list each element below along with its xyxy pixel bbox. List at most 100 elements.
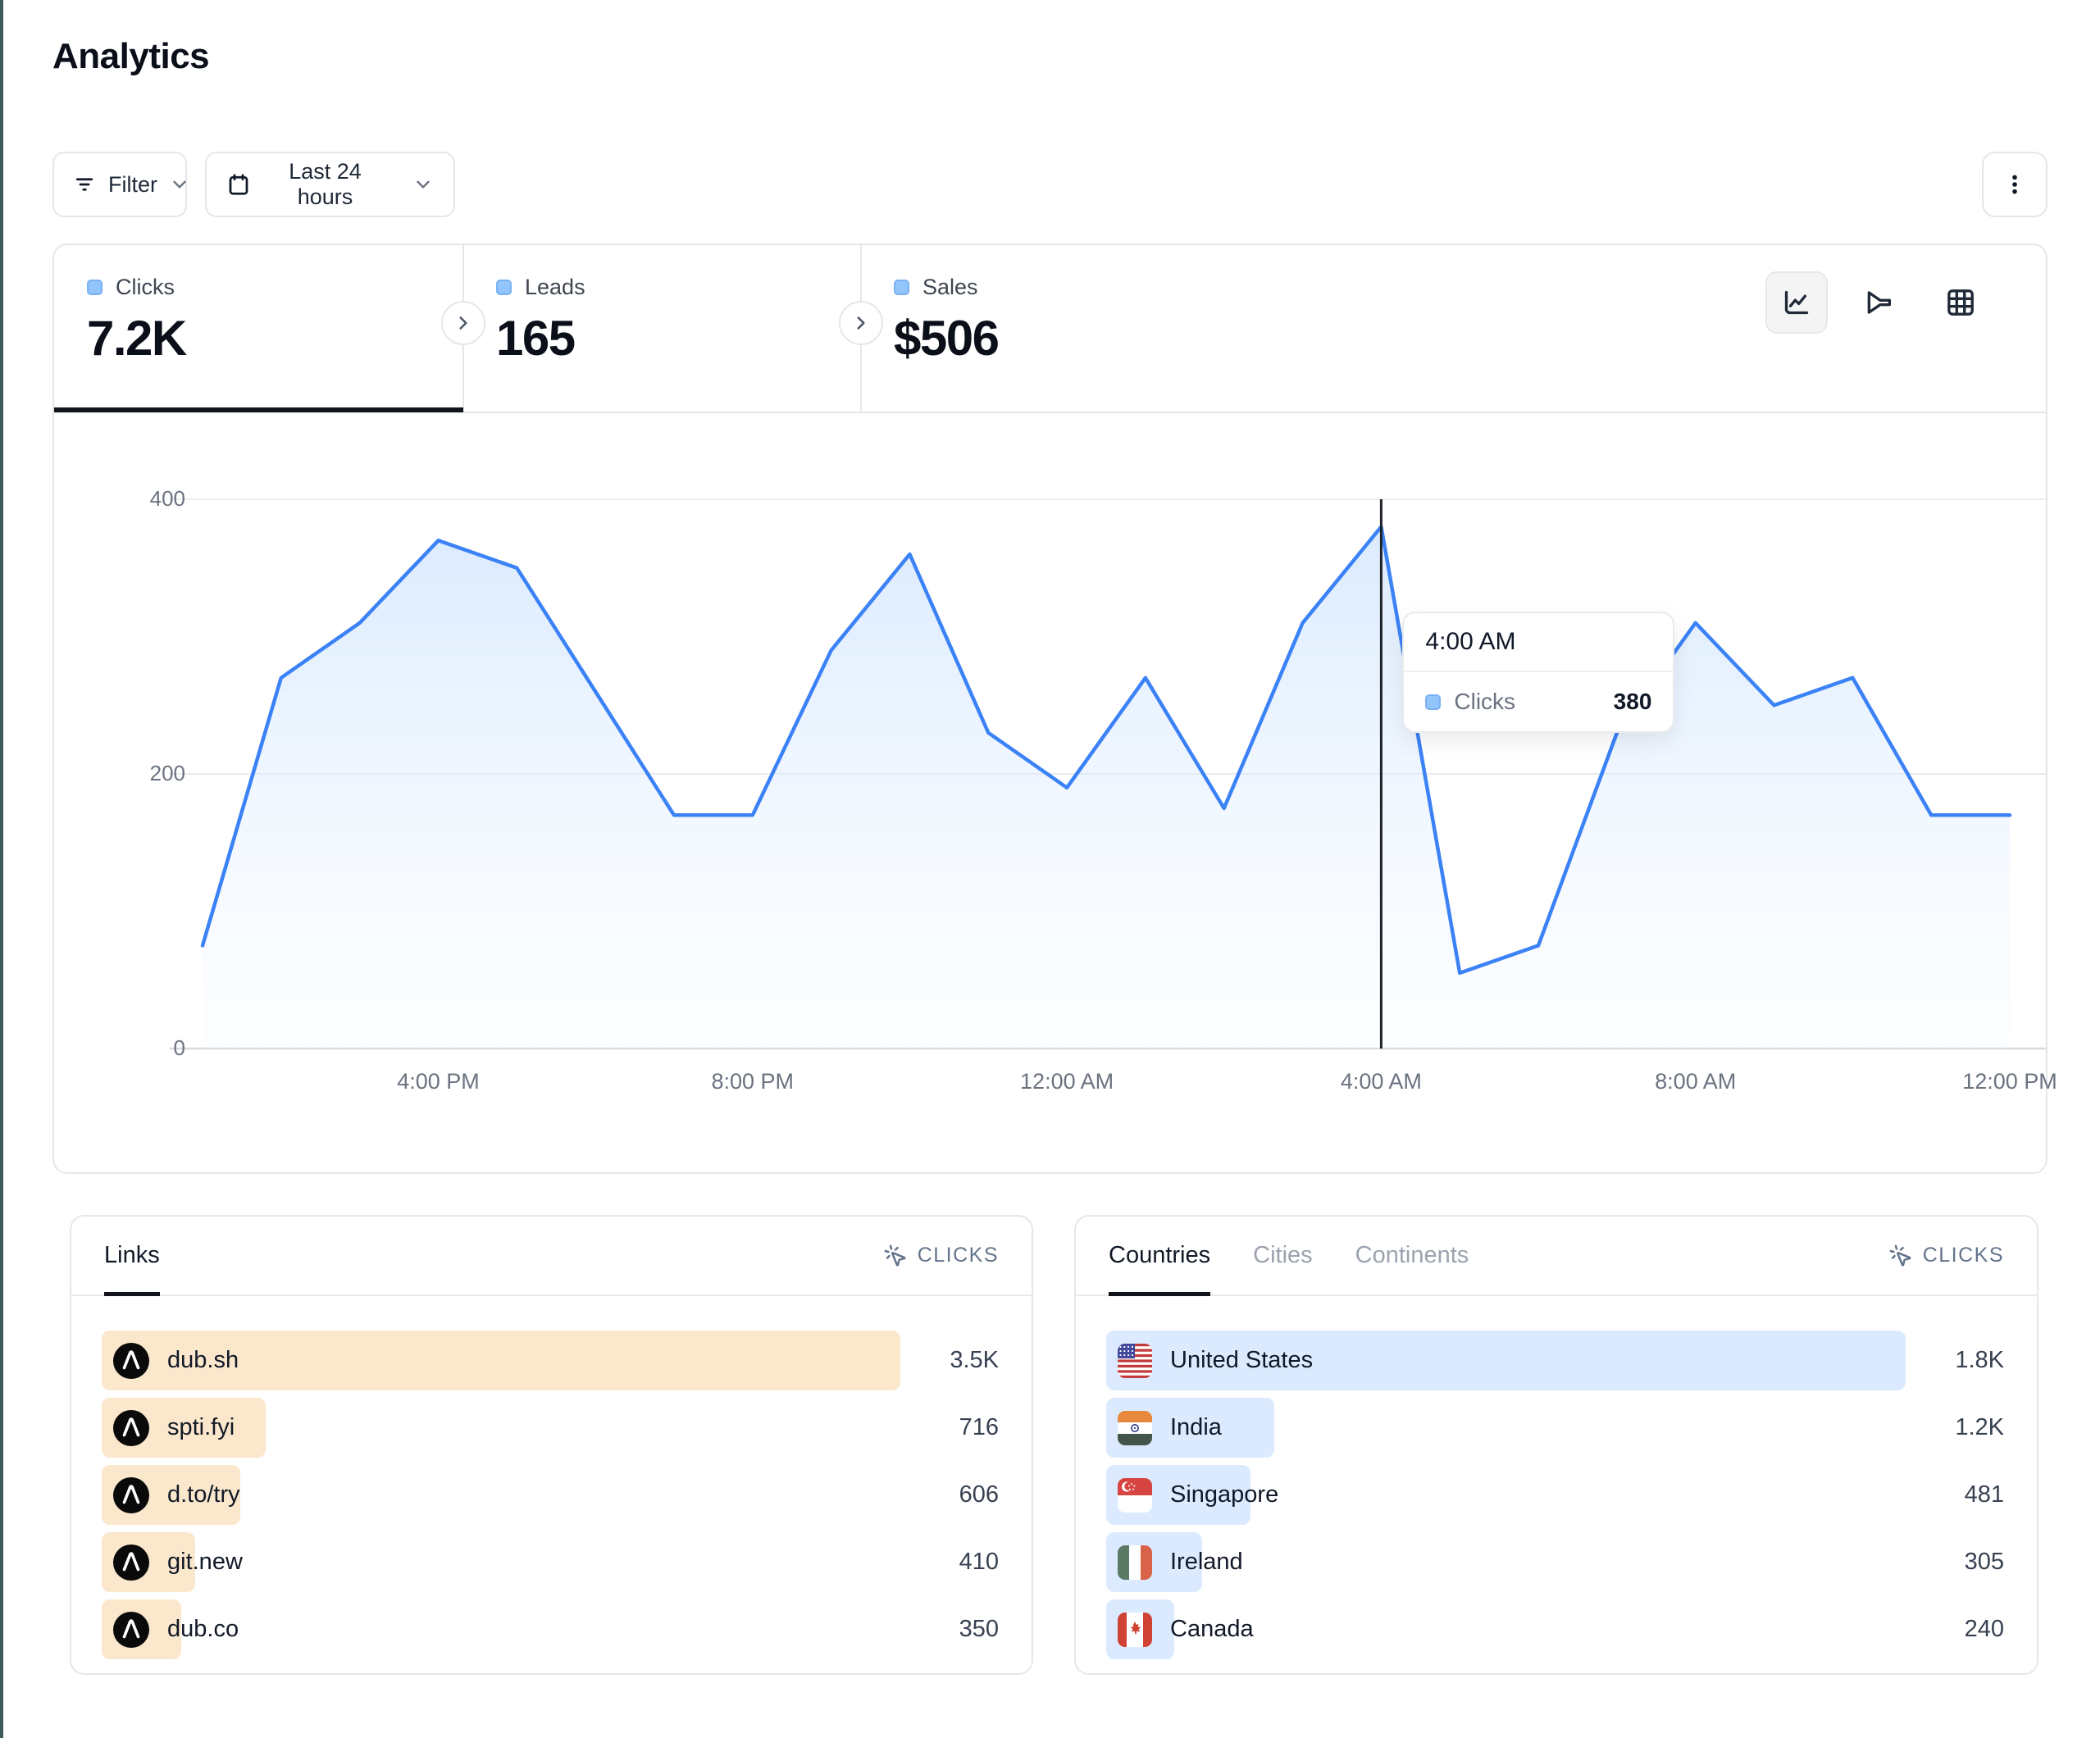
row-icon xyxy=(1118,1477,1152,1513)
date-range-button[interactable]: Last 24 hours xyxy=(205,152,455,217)
row-icon xyxy=(113,1342,149,1379)
row-value: 3.5K xyxy=(950,1347,999,1373)
row-icon xyxy=(1118,1343,1152,1378)
list-item[interactable]: Canada 240 xyxy=(1106,1599,2004,1659)
table-grid-icon xyxy=(1947,289,1974,316)
tooltip-value: 380 xyxy=(1613,689,1652,714)
countries-panel-header: Countries Cities Continents CLICKS xyxy=(1076,1217,2037,1296)
dub-logo-icon xyxy=(113,1409,149,1446)
expand-leads-button[interactable] xyxy=(839,301,883,345)
x-axis-tick-label: 4:00 PM xyxy=(397,1069,480,1094)
chevron-right-icon xyxy=(459,316,467,330)
funnel-view-button[interactable] xyxy=(1847,271,1910,334)
line-chart-view-button[interactable] xyxy=(1765,271,1828,334)
stat-value: $506 xyxy=(894,311,1000,366)
cursor-click-icon xyxy=(1889,1244,1911,1266)
tab-links[interactable]: Links xyxy=(104,1217,160,1296)
row-icon xyxy=(113,1409,149,1446)
stat-card-clicks[interactable]: Clicks 7.2K xyxy=(54,245,463,413)
stats-row: Clicks 7.2K Leads 165 Sales $506 xyxy=(54,245,2046,413)
table-view-button[interactable] xyxy=(1929,271,1992,334)
row-label: Singapore xyxy=(1170,1481,1279,1508)
links-metric-label: CLICKS xyxy=(917,1244,999,1267)
links-panel: Links CLICKS dub.sh 3.5K spti.fyi 716 xyxy=(70,1215,1033,1675)
area-chart-canvas[interactable] xyxy=(54,461,2046,1110)
x-axis-tick-label: 8:00 PM xyxy=(711,1069,795,1094)
chevron-right-icon xyxy=(857,316,865,330)
stat-card-sales[interactable]: Sales $506 xyxy=(861,245,1259,413)
list-item[interactable]: Singapore 481 xyxy=(1106,1465,2004,1525)
list-item[interactable]: dub.sh 3.5K xyxy=(102,1331,999,1390)
countries-panel: Countries Cities Continents CLICKS United … xyxy=(1074,1215,2039,1675)
countries-list: United States 1.8K India 1.2K Singapore … xyxy=(1106,1331,2004,1667)
x-axis-tick-label: 8:00 AM xyxy=(1655,1069,1737,1094)
tab-cities[interactable]: Cities xyxy=(1253,1242,1313,1268)
countries-metric-selector[interactable]: CLICKS xyxy=(1888,1217,2004,1294)
list-item[interactable]: United States 1.8K xyxy=(1106,1331,2004,1390)
flag-in-icon xyxy=(1118,1410,1152,1445)
links-metric-selector[interactable]: CLICKS xyxy=(883,1217,999,1294)
cursor-click-icon xyxy=(884,1244,906,1266)
flag-ie-icon xyxy=(1118,1545,1152,1580)
active-stat-underline xyxy=(54,407,463,412)
tooltip-time: 4:00 AM xyxy=(1404,613,1674,672)
clicks-time-series-chart[interactable]: 400 200 0 4:00 PM 8:00 PM 12:00 AM 4:00 AM 8:0… xyxy=(54,461,2057,1110)
funnel-icon xyxy=(1867,291,1891,314)
dub-logo-icon xyxy=(113,1476,149,1513)
tab-countries[interactable]: Countries xyxy=(1109,1217,1211,1296)
chart-view-toggle xyxy=(1765,271,1992,334)
list-item[interactable]: d.to/try 606 xyxy=(102,1465,999,1525)
value-bar xyxy=(102,1331,900,1390)
clicks-legend-square-icon xyxy=(87,280,102,295)
row-value: 305 xyxy=(1964,1549,2004,1575)
row-icon xyxy=(113,1476,149,1513)
dub-logo-icon xyxy=(113,1342,149,1379)
row-label: Canada xyxy=(1170,1616,1254,1642)
filter-label: Filter xyxy=(108,171,157,197)
row-icon xyxy=(113,1611,149,1648)
tooltip-legend-square-icon xyxy=(1425,694,1442,710)
more-options-button[interactable] xyxy=(1982,152,2048,217)
row-value: 481 xyxy=(1964,1481,2004,1508)
value-bar xyxy=(1106,1331,1906,1390)
tab-continents[interactable]: Continents xyxy=(1355,1242,1469,1268)
y-axis-tick-label: 400 xyxy=(149,486,185,511)
dub-logo-icon xyxy=(113,1611,149,1648)
row-value: 1.8K xyxy=(1955,1347,2004,1373)
y-axis-tick-label: 0 xyxy=(173,1035,185,1060)
row-label: dub.sh xyxy=(167,1347,239,1373)
dub-logo-icon xyxy=(113,1544,149,1581)
leads-legend-square-icon xyxy=(496,280,512,295)
stat-card-leads[interactable]: Leads 165 xyxy=(463,245,861,413)
list-item[interactable]: spti.fyi 716 xyxy=(102,1398,999,1458)
filter-button[interactable]: Filter xyxy=(52,152,187,217)
list-item[interactable]: dub.co 350 xyxy=(102,1599,999,1659)
links-list: dub.sh 3.5K spti.fyi 716 d.to/try 606 xyxy=(102,1331,999,1667)
list-item[interactable]: Ireland 305 xyxy=(1106,1532,2004,1592)
chevron-down-icon xyxy=(412,174,434,195)
x-axis-tick-label: 12:00 AM xyxy=(1020,1069,1114,1094)
line-chart-icon xyxy=(1784,290,1809,315)
clicks-line xyxy=(200,525,2012,976)
links-panel-header: Links CLICKS xyxy=(71,1217,1032,1296)
list-item[interactable]: India 1.2K xyxy=(1106,1398,2004,1458)
calendar-icon xyxy=(226,172,251,197)
row-value: 350 xyxy=(959,1616,999,1642)
row-value: 410 xyxy=(959,1549,999,1575)
date-range-label: Last 24 hours xyxy=(289,159,362,209)
stat-label: Sales xyxy=(922,275,978,299)
list-item[interactable]: git.new 410 xyxy=(102,1532,999,1592)
row-value: 606 xyxy=(959,1481,999,1508)
stat-value: 7.2K xyxy=(87,311,187,366)
row-label: spti.fyi xyxy=(167,1414,235,1440)
filter-icon xyxy=(72,172,97,197)
row-value: 1.2K xyxy=(1955,1414,2004,1440)
row-label: United States xyxy=(1170,1347,1314,1373)
x-axis-tick-label: 12:00 PM xyxy=(1962,1069,2057,1094)
sales-legend-square-icon xyxy=(894,280,909,295)
x-axis-tick-label: 4:00 AM xyxy=(1340,1069,1422,1094)
countries-metric-label: CLICKS xyxy=(1922,1244,2004,1267)
expand-clicks-button[interactable] xyxy=(441,301,485,345)
row-label: git.new xyxy=(167,1549,243,1575)
